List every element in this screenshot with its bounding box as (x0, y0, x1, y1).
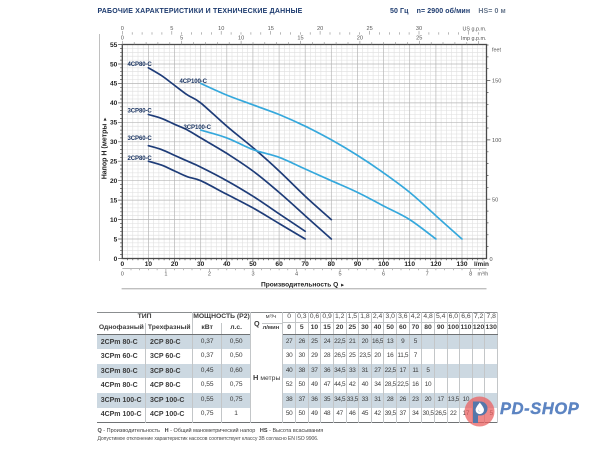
svg-text:3CP80-C: 3CP80-C (128, 108, 153, 114)
svg-text:l/min: l/min (474, 261, 489, 268)
svg-text:15: 15 (110, 197, 118, 204)
svg-text:20: 20 (110, 178, 118, 185)
svg-text:150: 150 (492, 79, 501, 85)
svg-text:5: 5 (339, 272, 342, 278)
svg-text:25: 25 (366, 26, 372, 32)
svg-text:8: 8 (469, 272, 472, 278)
svg-text:4CP100-C: 4CP100-C (180, 79, 208, 85)
svg-text:0: 0 (490, 257, 493, 263)
svg-text:40: 40 (110, 100, 118, 107)
svg-text:100: 100 (378, 261, 389, 268)
svg-text:100: 100 (492, 138, 501, 144)
svg-text:4CP80-C: 4CP80-C (128, 62, 153, 68)
svg-text:Напор H (метры ►: Напор H (метры ► (102, 117, 109, 180)
svg-text:2: 2 (208, 272, 211, 278)
svg-text:55: 55 (110, 42, 118, 49)
svg-text:50: 50 (492, 197, 498, 203)
svg-text:70: 70 (302, 261, 310, 268)
svg-text:45: 45 (110, 81, 118, 88)
svg-text:2CP80-C: 2CP80-C (128, 156, 153, 162)
svg-text:3: 3 (251, 272, 254, 278)
svg-text:20: 20 (171, 261, 179, 268)
svg-text:15: 15 (268, 26, 274, 32)
svg-text:30: 30 (110, 139, 118, 146)
svg-text:0: 0 (121, 26, 124, 32)
svg-text:0: 0 (120, 261, 124, 268)
svg-text:10: 10 (218, 26, 224, 32)
svg-text:60: 60 (275, 261, 283, 268)
svg-text:35: 35 (110, 120, 118, 127)
svg-text:10: 10 (238, 36, 244, 42)
svg-text:6: 6 (382, 272, 385, 278)
svg-text:25: 25 (416, 36, 422, 42)
svg-text:90: 90 (354, 261, 362, 268)
svg-text:1: 1 (164, 272, 167, 278)
svg-text:5: 5 (180, 36, 183, 42)
svg-text:0: 0 (114, 256, 118, 263)
svg-text:0: 0 (121, 36, 124, 42)
svg-text:25: 25 (110, 159, 118, 166)
svg-text:50: 50 (249, 261, 257, 268)
svg-text:5: 5 (170, 26, 173, 32)
svg-text:10: 10 (145, 261, 153, 268)
svg-text:30: 30 (197, 261, 205, 268)
svg-text:3CP100-C: 3CP100-C (184, 125, 212, 131)
svg-text:US g.p.m.: US g.p.m. (463, 26, 487, 32)
svg-text:Imp g.p.m.: Imp g.p.m. (461, 36, 486, 42)
svg-text:120: 120 (430, 261, 441, 268)
svg-text:Производительность Q ►: Производительность Q ► (261, 281, 345, 288)
svg-text:10: 10 (110, 217, 118, 224)
svg-text:20: 20 (357, 36, 363, 42)
svg-text:7: 7 (426, 272, 429, 278)
svg-text:20: 20 (317, 26, 323, 32)
svg-text:feet: feet (492, 48, 501, 54)
svg-text:0: 0 (121, 272, 124, 278)
svg-text:15: 15 (297, 36, 303, 42)
svg-text:30: 30 (416, 26, 422, 32)
svg-text:80: 80 (328, 261, 336, 268)
svg-text:110: 110 (404, 261, 415, 268)
svg-text:130: 130 (456, 261, 467, 268)
svg-text:4: 4 (295, 272, 298, 278)
svg-text:40: 40 (223, 261, 231, 268)
svg-text:3CP60-C: 3CP60-C (128, 136, 153, 142)
svg-text:m³/h: m³/h (478, 272, 489, 278)
svg-text:5: 5 (114, 236, 118, 243)
svg-text:50: 50 (110, 61, 118, 68)
